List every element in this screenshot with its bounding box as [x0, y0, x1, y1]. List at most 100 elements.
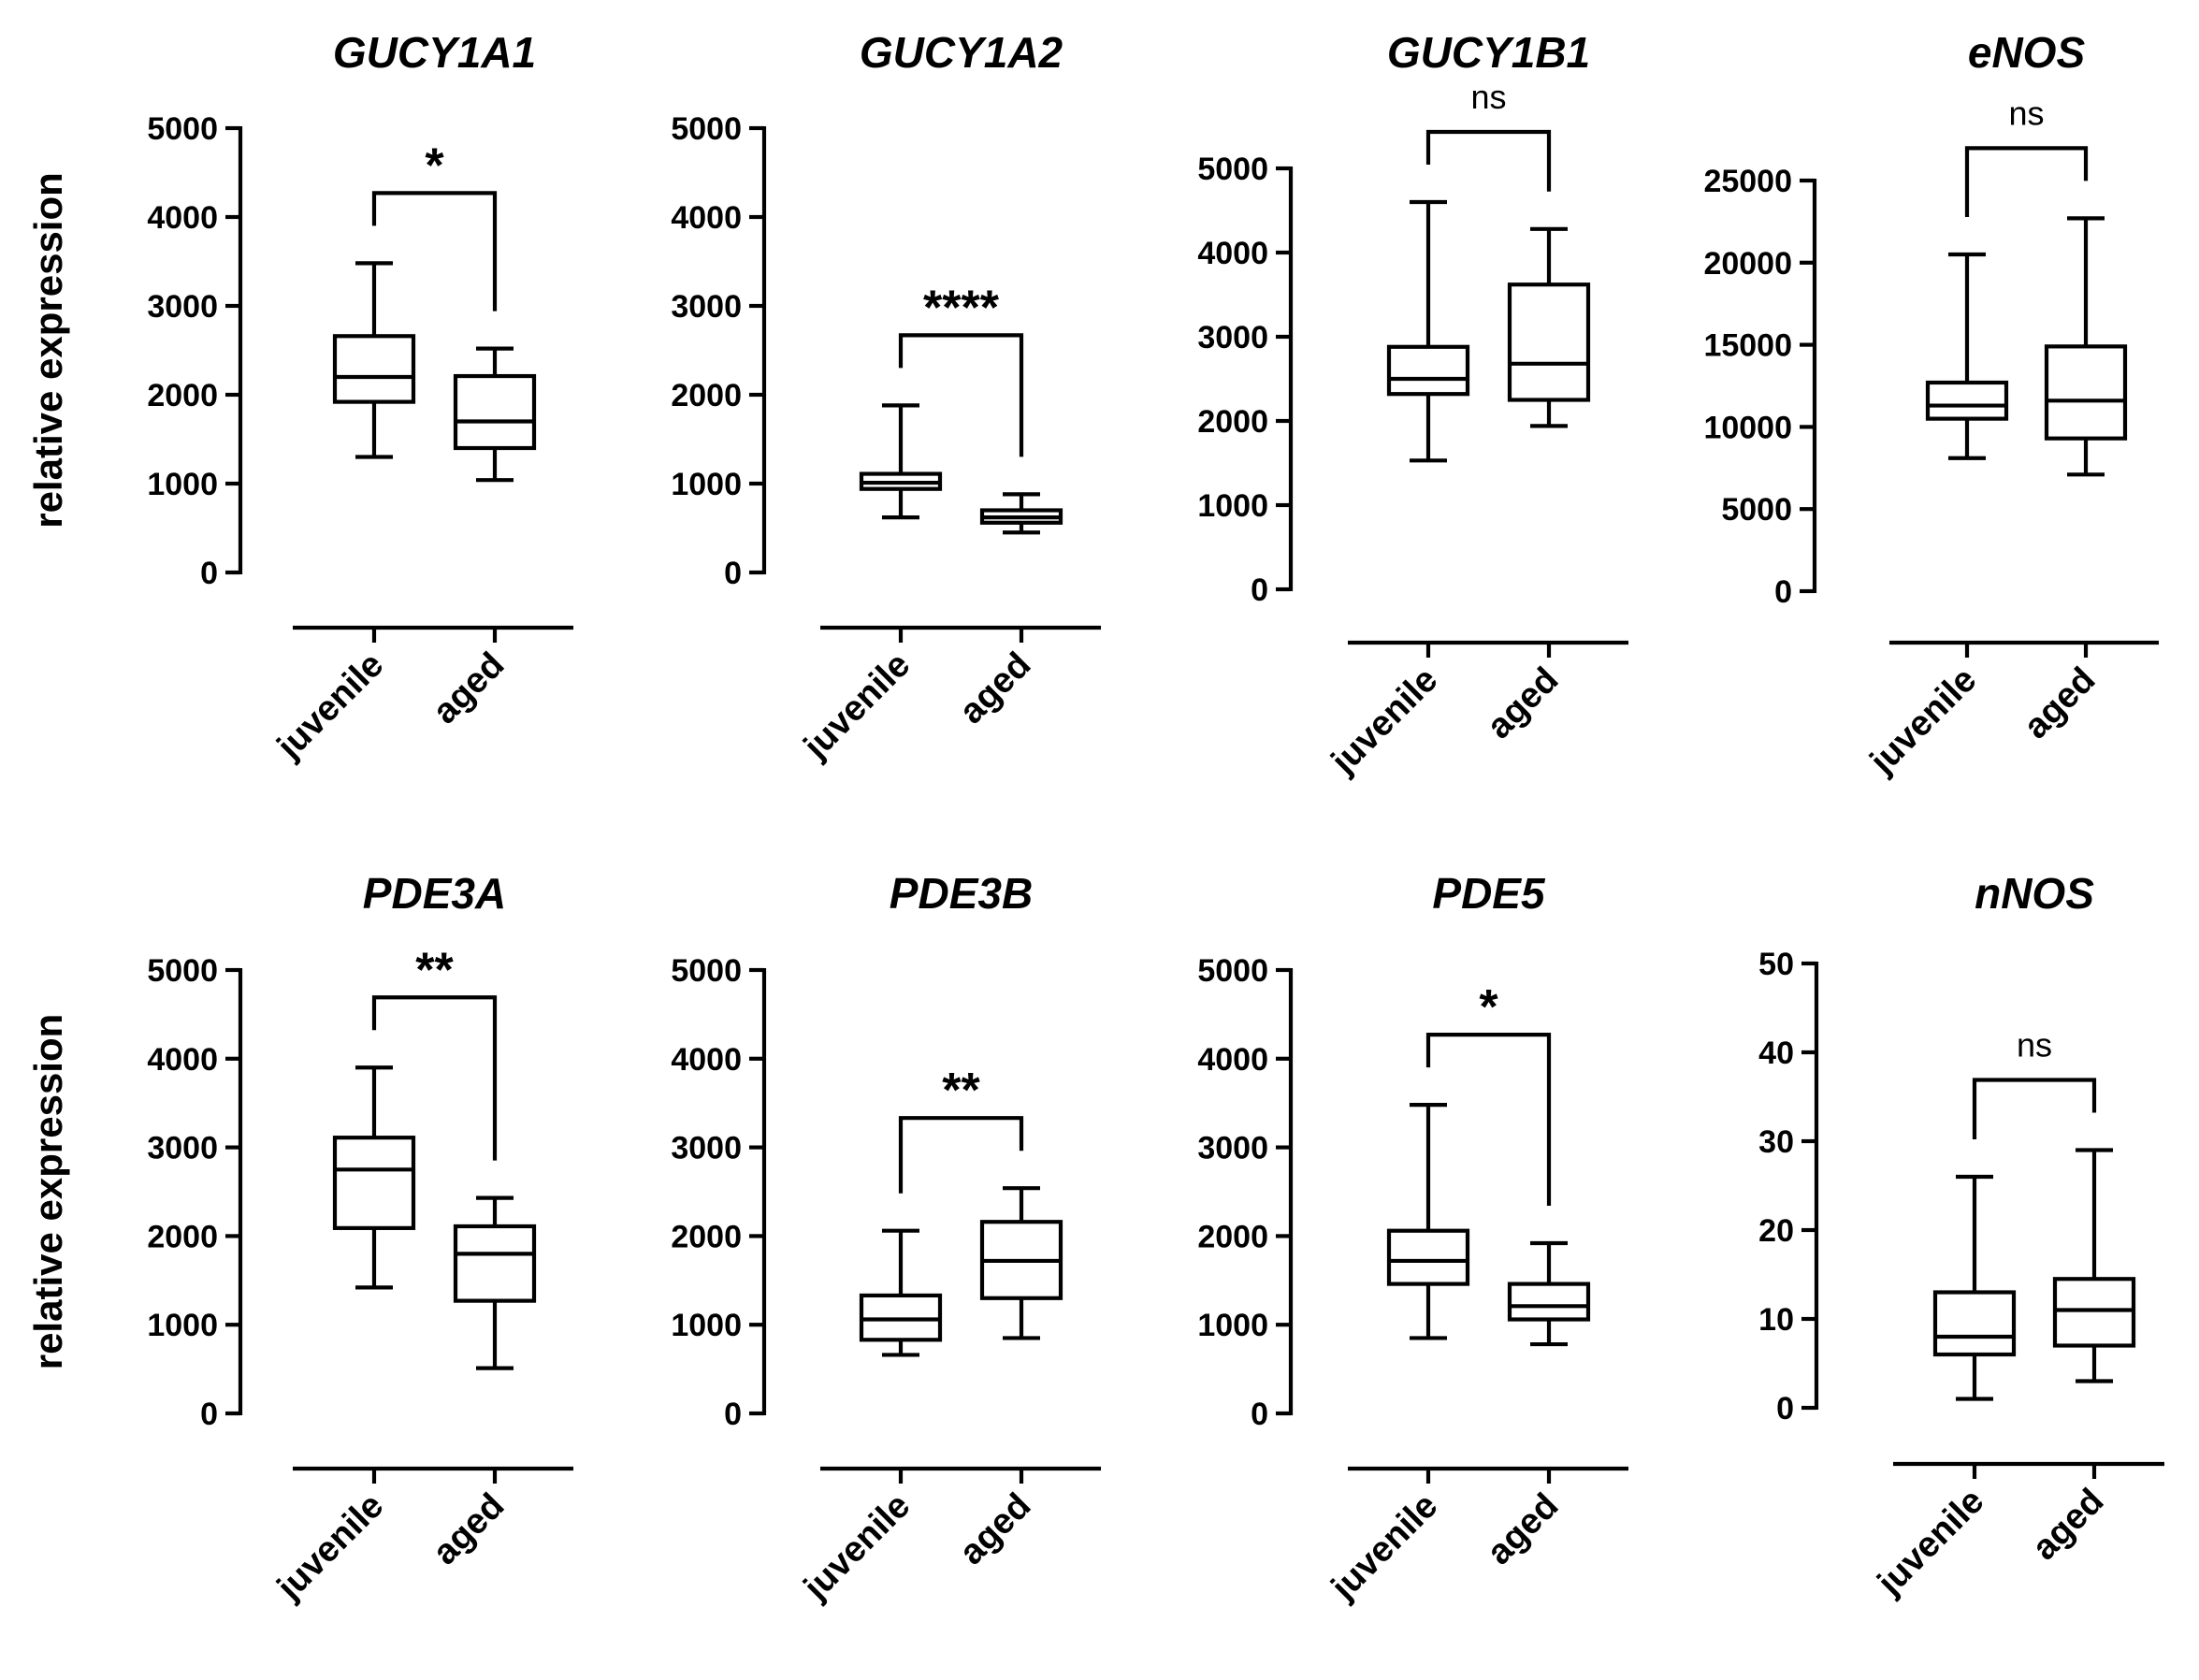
y-tick-label: 5000: [1197, 953, 1268, 989]
significance-bracket: [898, 333, 1024, 457]
significance-label: **: [942, 1064, 980, 1118]
x-tick-label: aged: [1480, 660, 1566, 746]
panel-gucy1b1: GUCY1B1 0 1000 2000 3000 4000 5000 juvenile aged…: [1197, 28, 1628, 782]
box-iqr: [1386, 1228, 1470, 1286]
y-tick-label: 1000: [1197, 488, 1268, 524]
box-iqr: [453, 373, 537, 451]
y-tick-label: 4000: [147, 200, 218, 236]
significance-bracket: [1964, 146, 2089, 218]
box-juvenile: [859, 1228, 943, 1357]
y-tick-label: 10000: [1703, 410, 1792, 445]
x-tick-label: juvenile: [1324, 660, 1445, 782]
y-tick-label: 15000: [1703, 328, 1792, 364]
x-tick-label: aged: [2025, 1482, 2111, 1568]
box-aged: [2044, 216, 2128, 477]
x-tick-label: juvenile: [1870, 1482, 1991, 1603]
box-aged: [453, 1195, 537, 1370]
box-iqr: [1507, 282, 1591, 402]
y-tick-label: 50: [1758, 947, 1794, 982]
box-iqr: [2052, 1277, 2136, 1348]
y-tick-label: 3000: [1197, 1131, 1268, 1166]
y-tick-label: 3000: [147, 289, 218, 325]
box-iqr: [1507, 1282, 1591, 1322]
panel-title: PDE5: [1432, 869, 1546, 918]
box-aged: [453, 346, 537, 483]
y-tick-label: 2000: [1197, 1219, 1268, 1254]
x-tick-label: aged: [2017, 660, 2103, 746]
box-iqr: [453, 1224, 537, 1303]
y-tick-label: 0: [1251, 1397, 1268, 1432]
panel-pde5: PDE5 0 1000 2000 3000 4000 5000 juvenile aged *: [1197, 869, 1628, 1608]
y-tick-label: 2000: [1197, 404, 1268, 440]
y-tick-label: 1000: [671, 467, 742, 502]
box-juvenile: [1386, 1102, 1470, 1340]
significance-bracket: [371, 995, 498, 1161]
y-tick-label: 1000: [147, 1308, 218, 1343]
y-tick-label: 10: [1758, 1302, 1794, 1338]
box-iqr: [1386, 344, 1470, 397]
panel-enos: eNOS 0 5000 10000 15000 20000 25000 juvenile age…: [1703, 28, 2159, 782]
panel-title: GUCY1A2: [860, 28, 1063, 77]
significance-label: ns: [2008, 94, 2044, 132]
y-tick-label: 5000: [671, 953, 742, 989]
y-tick-label: 2000: [147, 378, 218, 413]
significance-label: ****: [923, 281, 1000, 335]
box-juvenile: [332, 1065, 416, 1290]
panel-gucy1a2: GUCY1A2 0 1000 2000 3000 4000 5000 juvenile aged…: [671, 28, 1101, 767]
y-tick-label: 30: [1758, 1124, 1794, 1160]
y-tick-label: 1000: [671, 1308, 742, 1343]
y-tick-label: 5000: [147, 953, 218, 989]
box-juvenile: [859, 403, 943, 520]
significance-label: *: [425, 138, 444, 193]
box-aged: [979, 492, 1063, 535]
significance-bracket: [1425, 1032, 1552, 1206]
box-aged: [2052, 1148, 2136, 1383]
box-juvenile: [332, 261, 416, 459]
y-tick-label: 3000: [671, 1131, 742, 1166]
x-tick-label: aged: [426, 645, 512, 731]
x-tick-label: aged: [952, 1486, 1038, 1572]
box-juvenile: [1925, 252, 2009, 460]
significance-label: ns: [2017, 1026, 2052, 1064]
x-tick-label: aged: [1480, 1486, 1566, 1572]
y-tick-label: 4000: [1197, 236, 1268, 271]
y-tick-label: 4000: [1197, 1042, 1268, 1078]
y-tick-label: 3000: [147, 1131, 218, 1166]
y-tick-label: 25000: [1703, 164, 1792, 199]
y-tick-label: 40: [1758, 1036, 1794, 1071]
box-juvenile: [1386, 199, 1470, 463]
box-aged: [979, 1186, 1063, 1340]
box-iqr: [1925, 380, 2009, 421]
panel-title: GUCY1B1: [1387, 28, 1590, 77]
y-tick-label: 0: [200, 556, 218, 591]
y-tick-label: 2000: [671, 378, 742, 413]
box-iqr: [1932, 1290, 2017, 1357]
significance-bracket: [371, 191, 498, 311]
box-aged: [1507, 226, 1591, 428]
y-tick-label: 1000: [1197, 1308, 1268, 1343]
y-tick-label: 1000: [147, 467, 218, 502]
panel-title: PDE3B: [890, 869, 1033, 918]
x-tick-label: juvenile: [1324, 1486, 1445, 1608]
y-tick-label: 0: [200, 1397, 218, 1432]
y-tick-label: 5000: [1197, 152, 1268, 187]
y-tick-label: 0: [724, 556, 742, 591]
x-tick-label: juvenile: [269, 645, 391, 767]
box-iqr: [332, 334, 416, 404]
x-tick-label: juvenile: [796, 645, 918, 767]
panel-title: nNOS: [1975, 869, 2094, 918]
panel-gucy1a1: GUCY1A1 0 1000 2000 3000 4000 5000 relative exp…: [26, 28, 573, 767]
x-tick-label: juvenile: [796, 1486, 918, 1608]
y-tick-label: 4000: [671, 1042, 742, 1078]
y-tick-label: 0: [724, 1397, 742, 1432]
x-tick-label: aged: [426, 1486, 512, 1572]
y-tick-label: 0: [1774, 574, 1792, 610]
significance-bracket: [1972, 1078, 2097, 1139]
x-tick-label: aged: [952, 645, 1038, 731]
y-tick-label: 20000: [1703, 246, 1792, 282]
panel-pde3a: PDE3A 0 1000 2000 3000 4000 5000 relative expre…: [26, 869, 573, 1608]
significance-bracket: [1425, 129, 1552, 192]
box-aged: [1507, 1240, 1591, 1347]
y-tick-label: 2000: [147, 1219, 218, 1254]
y-tick-label: 0: [1251, 572, 1268, 608]
